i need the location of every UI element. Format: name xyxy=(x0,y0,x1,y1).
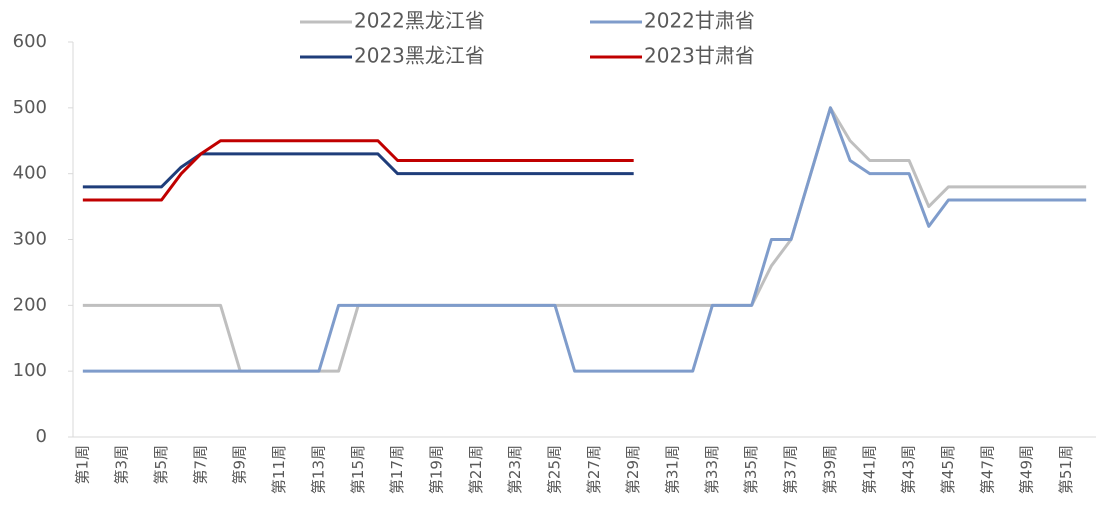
y-tick-label: 600 xyxy=(13,31,47,52)
x-tick-label: 第1周 xyxy=(73,445,91,485)
x-tick-label: 第43周 xyxy=(900,445,918,494)
x-tick-label: 第29周 xyxy=(624,445,642,494)
y-tick-label: 200 xyxy=(13,294,47,315)
y-tick-label: 500 xyxy=(13,97,47,118)
y-tick-label: 100 xyxy=(13,360,47,381)
series-line xyxy=(82,139,634,202)
x-tick-label: 第3周 xyxy=(113,445,131,485)
x-tick-label: 第17周 xyxy=(388,445,406,494)
x-tick-label: 第37周 xyxy=(782,445,800,494)
x-tick-label: 第47周 xyxy=(978,445,996,494)
x-tick-label: 第19周 xyxy=(427,445,445,494)
x-tick-label: 第21周 xyxy=(467,445,485,494)
x-tick-label: 第25周 xyxy=(545,445,563,494)
x-tick-label: 第49周 xyxy=(1018,445,1036,494)
x-tick-label: 第33周 xyxy=(703,445,721,494)
legend-label: 2023黑龙江省 xyxy=(354,44,485,68)
y-tick-label: 400 xyxy=(13,163,47,184)
series-line xyxy=(82,106,1087,373)
y-tick-label: 300 xyxy=(13,229,47,250)
series-line xyxy=(82,106,1087,373)
legend-label: 2022黑龙江省 xyxy=(354,9,485,33)
x-tick-label: 第9周 xyxy=(231,445,249,485)
legend-label: 2023甘肃省 xyxy=(644,44,755,68)
x-tick-label: 第5周 xyxy=(152,445,170,485)
x-tick-label: 第45周 xyxy=(939,445,957,494)
x-tick-label: 第39周 xyxy=(821,445,839,494)
x-tick-label: 第51周 xyxy=(1057,445,1075,494)
x-tick-label: 第23周 xyxy=(506,445,524,494)
series-line xyxy=(82,152,634,189)
x-tick-label: 第35周 xyxy=(742,445,760,494)
x-tick-label: 第31周 xyxy=(664,445,682,494)
legend-label: 2022甘肃省 xyxy=(644,9,755,33)
x-tick-label: 第11周 xyxy=(270,445,288,494)
x-tick-label: 第41周 xyxy=(860,445,878,494)
x-tick-label: 第13周 xyxy=(309,445,327,494)
x-tick-label: 第7周 xyxy=(191,445,209,485)
y-tick-label: 0 xyxy=(36,426,47,447)
x-tick-label: 第15周 xyxy=(349,445,367,494)
x-tick-label: 第27周 xyxy=(585,445,603,494)
